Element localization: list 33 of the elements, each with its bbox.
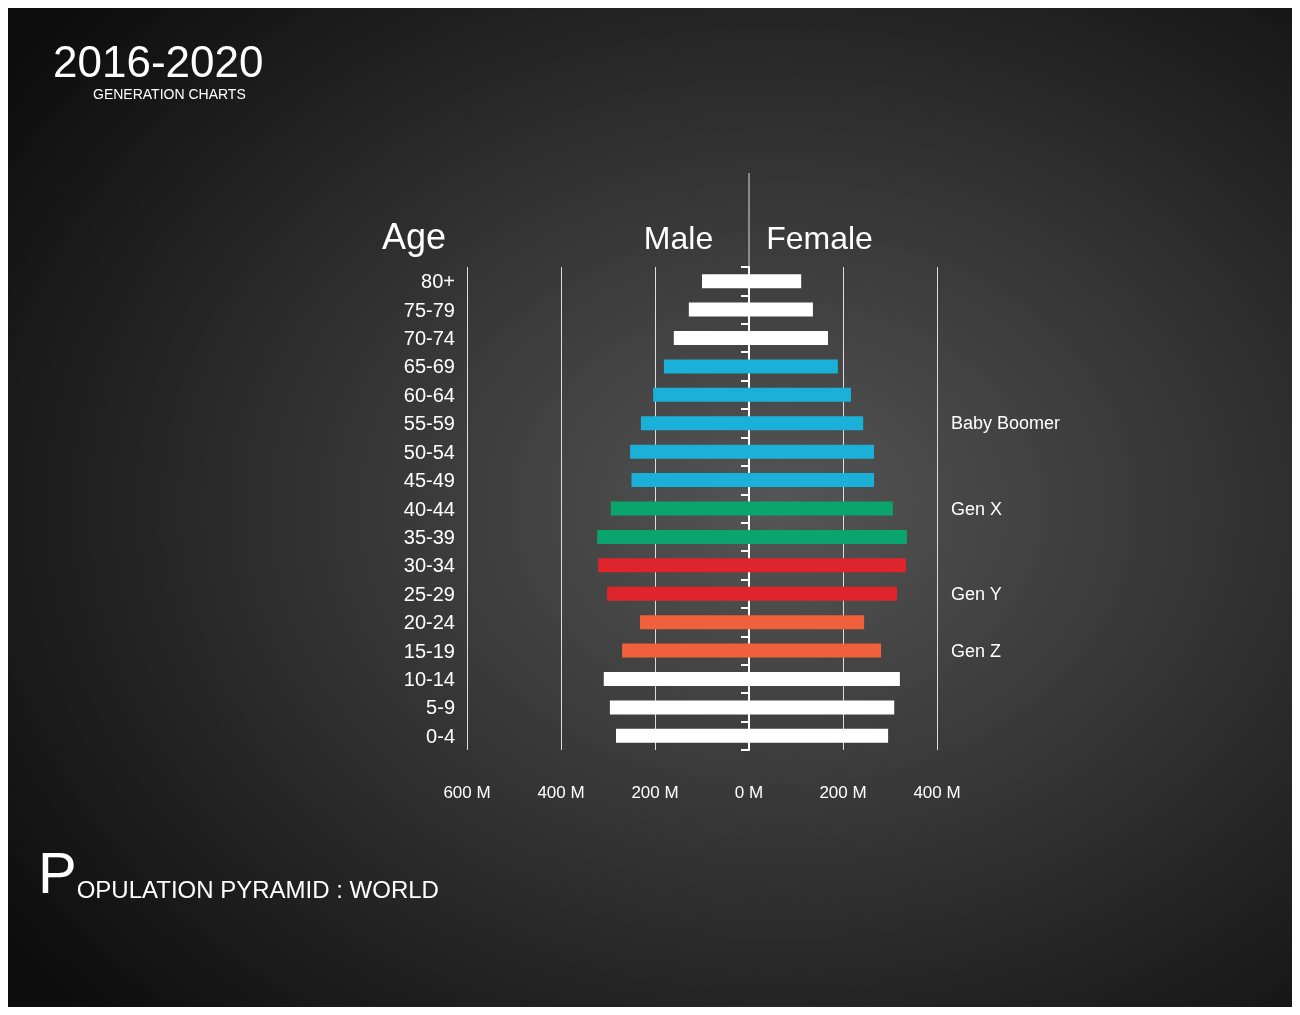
x-tick-label: 200 M: [819, 783, 867, 802]
y-tick-label: 5-9: [426, 696, 455, 719]
series-label: Female: [766, 220, 873, 256]
x-tick-label: 400 M: [537, 783, 585, 802]
x-tick-label: 200 M: [631, 783, 679, 802]
y-tick-label: 50-54: [403, 440, 455, 463]
y-tick-label: 65-69: [403, 355, 455, 378]
chart-title: 2016-2020: [53, 36, 264, 86]
text: Gen X: [951, 498, 1003, 519]
text: GENERATION CHARTS: [93, 86, 246, 102]
y-tick-label: 55-59: [403, 412, 455, 435]
y-tick-label: 75-79: [403, 298, 455, 321]
y-tick-label: 10-14: [403, 667, 455, 690]
x-tick-label: 600 M: [443, 783, 491, 802]
y-tick-label: 80+: [421, 270, 455, 293]
y-tick-label: 30-34: [403, 554, 455, 577]
y-tick-label: 15-19: [403, 639, 455, 662]
text: Gen Z: [951, 640, 1002, 661]
y-tick-label: 0-4: [426, 724, 455, 747]
text: POPULATION PYRAMID : WORLD: [38, 839, 439, 905]
y-tick-label: 70-74: [403, 327, 455, 350]
text: Baby Boomer: [951, 413, 1061, 434]
series-label: Male: [643, 220, 714, 256]
x-tick-label: 0 M: [734, 783, 764, 802]
y-tick-label: 20-24: [403, 611, 455, 634]
y-axis-title: Age: [382, 215, 447, 257]
y-tick-label: 35-39: [403, 525, 455, 548]
y-tick-label: 60-64: [403, 383, 455, 406]
x-tick-label: 400 M: [913, 783, 961, 802]
text: Gen Y: [951, 583, 1002, 604]
y-tick-label: 40-44: [403, 497, 455, 520]
y-tick-label: 25-29: [403, 582, 455, 605]
y-tick-label: 45-49: [403, 469, 455, 492]
